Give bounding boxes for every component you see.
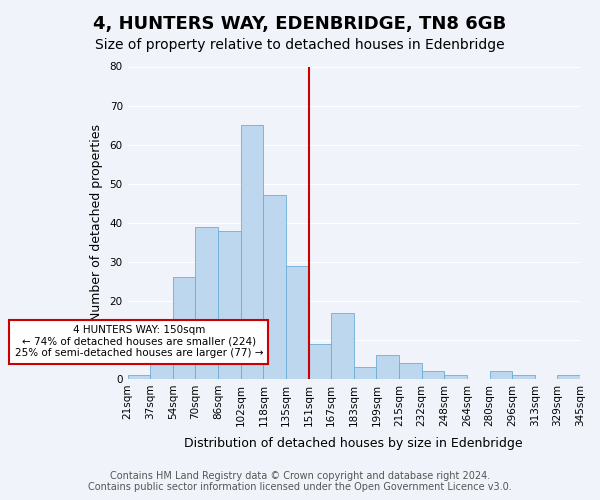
Bar bbox=[490, 371, 512, 379]
Bar bbox=[128, 375, 150, 379]
Bar bbox=[376, 356, 399, 379]
Bar bbox=[150, 328, 173, 379]
Bar bbox=[196, 226, 218, 379]
Bar bbox=[422, 371, 444, 379]
Bar bbox=[399, 364, 422, 379]
Bar bbox=[557, 375, 580, 379]
Bar bbox=[331, 312, 354, 379]
Text: Contains HM Land Registry data © Crown copyright and database right 2024.
Contai: Contains HM Land Registry data © Crown c… bbox=[88, 471, 512, 492]
Bar bbox=[263, 196, 286, 379]
Bar bbox=[308, 344, 331, 379]
Bar bbox=[512, 375, 535, 379]
Bar bbox=[286, 266, 308, 379]
Bar bbox=[173, 278, 196, 379]
Bar bbox=[354, 367, 376, 379]
Text: Size of property relative to detached houses in Edenbridge: Size of property relative to detached ho… bbox=[95, 38, 505, 52]
Bar bbox=[218, 230, 241, 379]
X-axis label: Distribution of detached houses by size in Edenbridge: Distribution of detached houses by size … bbox=[184, 437, 523, 450]
Bar bbox=[241, 125, 263, 379]
Y-axis label: Number of detached properties: Number of detached properties bbox=[89, 124, 103, 321]
Text: 4, HUNTERS WAY, EDENBRIDGE, TN8 6GB: 4, HUNTERS WAY, EDENBRIDGE, TN8 6GB bbox=[94, 15, 506, 33]
Bar bbox=[444, 375, 467, 379]
Text: 4 HUNTERS WAY: 150sqm
← 74% of detached houses are smaller (224)
25% of semi-det: 4 HUNTERS WAY: 150sqm ← 74% of detached … bbox=[14, 325, 263, 358]
